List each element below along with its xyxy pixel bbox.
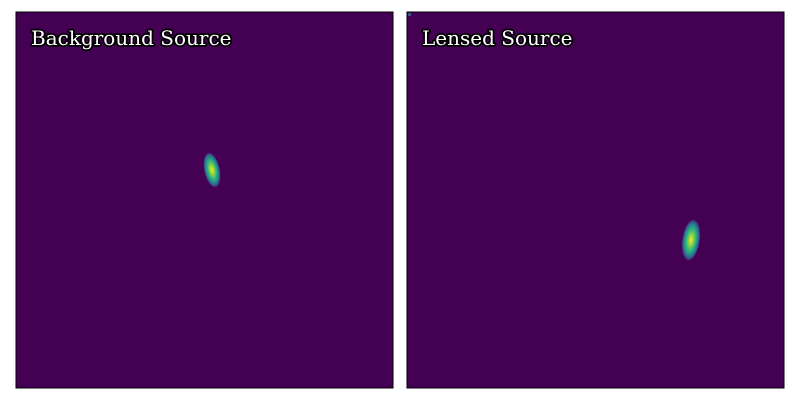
source-blob [203, 152, 221, 188]
panel-title: Background Source [31, 26, 232, 50]
lensed-panel [406, 11, 785, 389]
panel-title: Lensed Source [422, 26, 572, 50]
lensed-blob [681, 219, 701, 261]
background-panel [15, 11, 394, 389]
pixel [408, 13, 411, 16]
